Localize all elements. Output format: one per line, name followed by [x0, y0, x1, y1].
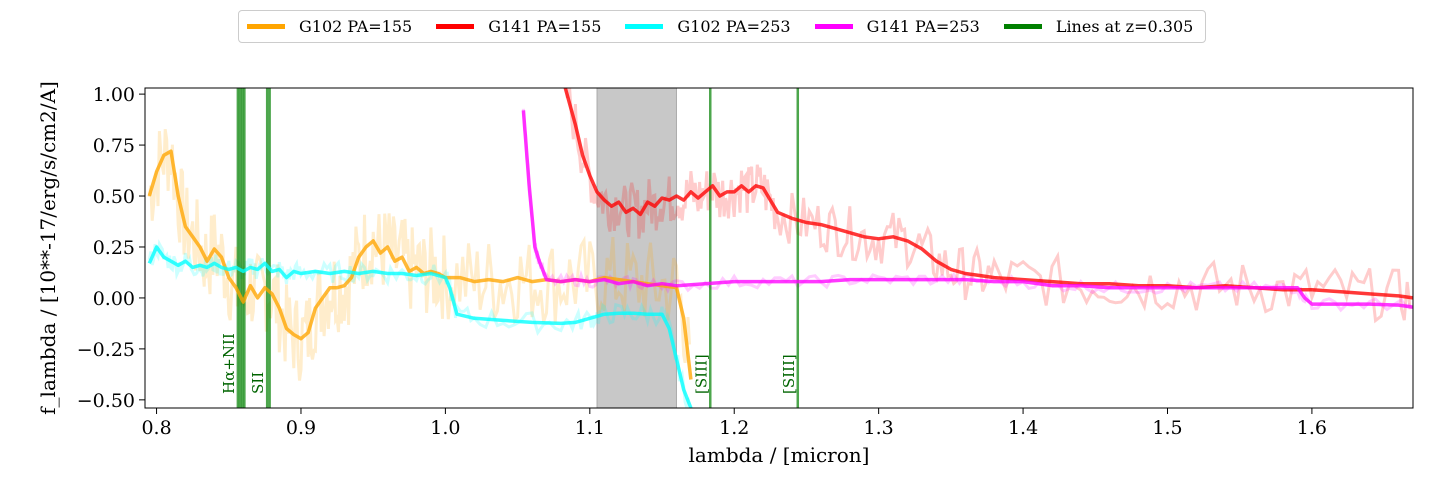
- y-axis-ticks: −0.50 −0.25 0.00 0.25 0.50 0.75 1.00: [77, 84, 145, 412]
- legend-item-lines-at-z-0-305: Lines at z=0.305: [1003, 17, 1194, 36]
- series-line-g141-pa-155: [563, 88, 1413, 300]
- y-tick-label: −0.50: [77, 390, 135, 412]
- legend-swatch: [625, 24, 664, 29]
- legend-item-g102-pa-253: G102 PA=253: [625, 17, 791, 36]
- series-line-g102-pa-253: [147, 245, 693, 408]
- shaded-band: [596, 88, 677, 408]
- legend-label: G102 PA=155: [299, 17, 413, 36]
- y-tick-label: 0.00: [93, 288, 135, 310]
- series-noisy-g102-pa-253: [147, 239, 690, 408]
- emission-line-label: Hα+NII: [220, 333, 238, 394]
- series-noisy-g102-pa-155: [147, 128, 691, 381]
- y-tick-label: −0.25: [77, 339, 135, 361]
- legend-label: Lines at z=0.305: [1055, 17, 1194, 36]
- legend-label: G141 PA=155: [488, 17, 602, 36]
- y-tick-label: 1.00: [93, 84, 135, 106]
- y-tick-label: 0.25: [93, 237, 135, 259]
- noisy-spectra-layer: [147, 88, 1412, 408]
- x-tick-label: 1.6: [1297, 417, 1327, 439]
- legend-swatch: [1003, 24, 1042, 29]
- emission-line-label: SII: [249, 372, 267, 394]
- x-tick-label: 1.2: [719, 417, 749, 439]
- legend-label: G141 PA=253: [866, 17, 980, 36]
- shaded-band-layer: [596, 88, 677, 408]
- emission-line-label: [SIII]: [780, 354, 798, 394]
- x-tick-label: 0.9: [286, 417, 316, 439]
- x-tick-label: 1.1: [575, 417, 605, 439]
- series-noisy-g141-pa-253: [521, 108, 1412, 313]
- legend-swatch: [436, 24, 475, 29]
- legend-swatch: [814, 24, 853, 29]
- x-axis-ticks: 0.8 0.9 1.0 1.1 1.2 1.3 1.4 1.5 1.6: [141, 408, 1327, 439]
- legend-item-g102-pa-155: G102 PA=155: [247, 17, 412, 36]
- y-axis-label: f_lambda / [10**-17/erg/s/cm2/A]: [36, 81, 60, 415]
- emission-lines-layer: [236, 88, 800, 408]
- legend-label: G102 PA=253: [677, 17, 791, 36]
- y-tick-label: 0.75: [93, 135, 135, 157]
- x-tick-label: 0.8: [141, 417, 171, 439]
- x-tick-label: 1.3: [864, 417, 894, 439]
- plot-frame: [144, 87, 1414, 409]
- legend-item-g141-pa-253: G141 PA=253: [814, 17, 980, 36]
- x-tick-label: 1.4: [1008, 417, 1038, 439]
- legend-swatch: [247, 24, 285, 29]
- series-line-g141-pa-253: [521, 110, 1413, 309]
- y-tick-label: 0.50: [93, 186, 135, 208]
- chart-legend: G102 PA=155 G141 PA=155 G102 PA=253 G141 PA…: [238, 10, 1207, 43]
- x-tick-label: 1.0: [430, 417, 460, 439]
- x-tick-label: 1.5: [1152, 417, 1182, 439]
- emission-line-labels: Hα+NII SII [SIII] [SIII]: [220, 333, 798, 394]
- x-axis-label: lambda / [micron]: [689, 443, 870, 467]
- legend-item-g141-pa-155: G141 PA=155: [436, 17, 601, 36]
- smoothed-spectra-layer: [147, 88, 1413, 408]
- emission-line-label: [SIII]: [692, 354, 710, 394]
